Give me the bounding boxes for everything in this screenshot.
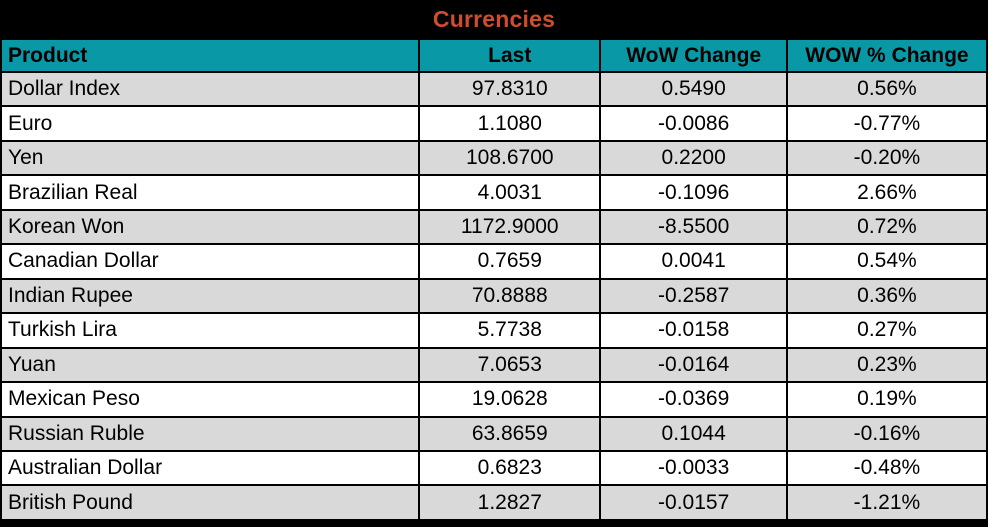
column-header-wow-pct-change: WOW % Change: [785, 38, 988, 73]
table-row: Yuan 7.0653 -0.0164 0.23%: [0, 346, 988, 384]
cell-wow-change: -0.0033: [599, 449, 788, 487]
cell-last: 7.0653: [418, 346, 602, 384]
cell-last: 108.6700: [418, 139, 602, 177]
cell-last: 1172.9000: [418, 208, 602, 246]
cell-wow-pct-change: 0.19%: [785, 381, 988, 418]
table-row: Mexican Peso 19.0628 -0.0369 0.19%: [0, 381, 988, 418]
cell-wow-pct-change: 0.72%: [785, 208, 988, 246]
cell-wow-pct-change: -0.77%: [785, 105, 988, 142]
cell-wow-change: -0.1096: [599, 174, 788, 211]
cell-last: 0.7659: [418, 243, 602, 280]
cell-wow-change: 0.2200: [599, 139, 788, 177]
cell-last: 5.7738: [418, 312, 602, 349]
cell-wow-change: -0.0157: [599, 484, 788, 521]
table-row: British Pound 1.2827 -0.0157 -1.21%: [0, 484, 988, 521]
table-title-bar: Currencies: [0, 0, 988, 38]
table-row: Australian Dollar 0.6823 -0.0033 -0.48%: [0, 449, 988, 487]
cell-wow-pct-change: 0.23%: [785, 346, 988, 384]
cell-last: 0.6823: [418, 449, 602, 487]
cell-wow-pct-change: 0.56%: [785, 70, 988, 108]
cell-last: 1.2827: [418, 484, 602, 521]
cell-wow-change: 0.0041: [599, 243, 788, 280]
cell-product: Australian Dollar: [0, 449, 421, 487]
cell-last: 19.0628: [418, 381, 602, 418]
cell-wow-change: 0.1044: [599, 415, 788, 452]
column-header-wow-change: WoW Change: [599, 38, 788, 73]
cell-last: 70.8888: [418, 277, 602, 315]
cell-product: British Pound: [0, 484, 421, 521]
cell-wow-change: -0.2587: [599, 277, 788, 315]
cell-last: 1.1080: [418, 105, 602, 142]
cell-wow-pct-change: 0.54%: [785, 243, 988, 280]
cell-product: Yuan: [0, 346, 421, 384]
cell-last: 63.8659: [418, 415, 602, 452]
cell-wow-change: -8.5500: [599, 208, 788, 246]
table-row: Dollar Index 97.8310 0.5490 0.56%: [0, 70, 988, 108]
cell-product: Turkish Lira: [0, 312, 421, 349]
table-row: Euro 1.1080 -0.0086 -0.77%: [0, 105, 988, 142]
cell-last: 97.8310: [418, 70, 602, 108]
column-header-product: Product: [0, 38, 421, 73]
currencies-table: Product Last WoW Change WOW % Change Dol…: [0, 38, 988, 521]
cell-product: Mexican Peso: [0, 381, 421, 418]
table-row: Yen 108.6700 0.2200 -0.20%: [0, 139, 988, 177]
cell-product: Brazilian Real: [0, 174, 421, 211]
cell-product: Yen: [0, 139, 421, 177]
cell-wow-pct-change: 0.36%: [785, 277, 988, 315]
table-row: Indian Rupee 70.8888 -0.2587 0.36%: [0, 277, 988, 315]
cell-last: 4.0031: [418, 174, 602, 211]
table-row: Brazilian Real 4.0031 -0.1096 2.66%: [0, 174, 988, 211]
table-row: Russian Ruble 63.8659 0.1044 -0.16%: [0, 415, 988, 452]
cell-product: Russian Ruble: [0, 415, 421, 452]
cell-wow-pct-change: -0.20%: [785, 139, 988, 177]
table-row: Korean Won 1172.9000 -8.5500 0.72%: [0, 208, 988, 246]
header-row: Product Last WoW Change WOW % Change: [0, 38, 988, 73]
cell-wow-change: -0.0369: [599, 381, 788, 418]
cell-wow-pct-change: 0.27%: [785, 312, 988, 349]
cell-wow-pct-change: -0.48%: [785, 449, 988, 487]
cell-wow-change: 0.5490: [599, 70, 788, 108]
cell-product: Indian Rupee: [0, 277, 421, 315]
cell-wow-change: -0.0086: [599, 105, 788, 142]
cell-product: Canadian Dollar: [0, 243, 421, 280]
cell-wow-pct-change: -1.21%: [785, 484, 988, 521]
cell-product: Euro: [0, 105, 421, 142]
cell-wow-change: -0.0164: [599, 346, 788, 384]
cell-product: Korean Won: [0, 208, 421, 246]
cell-wow-pct-change: -0.16%: [785, 415, 988, 452]
table-row: Turkish Lira 5.7738 -0.0158 0.27%: [0, 312, 988, 349]
table-title: Currencies: [432, 5, 556, 32]
table-body: Dollar Index 97.8310 0.5490 0.56% Euro 1.1080…: [0, 70, 988, 521]
cell-wow-change: -0.0158: [599, 312, 788, 349]
column-header-last: Last: [418, 38, 602, 73]
cell-product: Dollar Index: [0, 70, 421, 108]
cell-wow-pct-change: 2.66%: [785, 174, 988, 211]
table-row: Canadian Dollar 0.7659 0.0041 0.54%: [0, 243, 988, 280]
